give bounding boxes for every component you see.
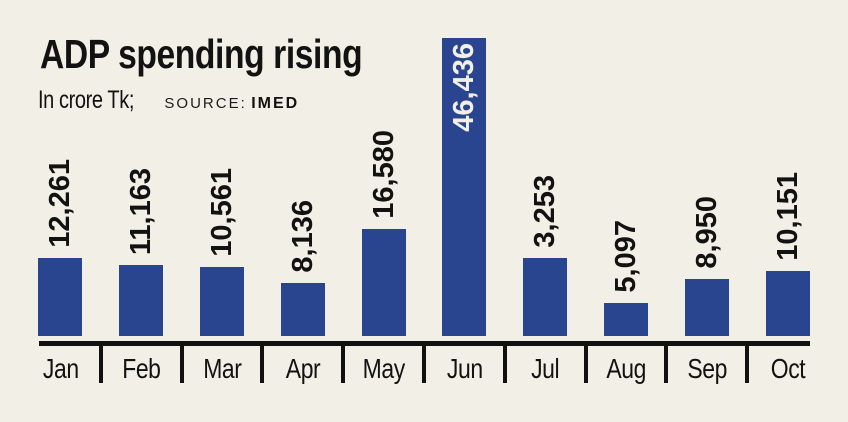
bar-column-jul: 3,253 — [505, 0, 586, 336]
month-label-text: Sep — [686, 353, 727, 384]
bar-may — [361, 229, 406, 336]
month-labels-row: Jan Feb Mar Apr May Jun Jul Aug Sep Oct — [20, 353, 828, 385]
month-label-aug: Aug — [586, 353, 667, 385]
month-label-jun: Jun — [424, 353, 505, 385]
chart-subtitle: In crore Tk; SOURCE: IMED — [38, 86, 299, 115]
month-label-oct: Oct — [747, 353, 828, 385]
bar-jun: 46,436 — [442, 38, 487, 336]
bar-sep — [684, 279, 729, 336]
x-axis-tick — [664, 341, 669, 383]
bars-area: 12,261 11,163 10,561 8,136 16,580 46,436 3,253… — [20, 0, 828, 336]
bar-value-label-oct: 10,151 — [771, 172, 804, 261]
x-axis-tick — [422, 341, 426, 383]
x-axis-tick — [179, 341, 184, 383]
x-axis-tick — [341, 341, 346, 383]
month-label-jul: Jul — [505, 353, 586, 385]
month-label-may: May — [343, 353, 424, 385]
month-label-apr: Apr — [262, 353, 343, 385]
bar-mar — [199, 267, 244, 336]
month-label-text: Apr — [285, 353, 321, 384]
month-label-text: Jan — [42, 353, 79, 384]
month-label-text: Jul — [531, 353, 560, 384]
bar-apr — [280, 283, 325, 336]
month-label-text: Jun — [446, 353, 483, 384]
bar-aug — [603, 303, 648, 336]
x-axis-tick — [745, 341, 750, 383]
month-label-feb: Feb — [101, 353, 182, 385]
bar-value-label-feb: 11,163 — [124, 167, 157, 255]
bar-value-label-jan: 12,261 — [44, 159, 77, 248]
month-label-mar: Mar — [182, 353, 263, 385]
bar-jul — [523, 258, 568, 336]
bar-value-label-sep: 8,950 — [690, 196, 723, 269]
month-label-text: Feb — [122, 353, 161, 384]
bar-value-label-apr: 8,136 — [286, 200, 319, 273]
bar-value-label-jun: 46,436 — [448, 43, 481, 132]
bar-column-aug: 5,097 — [586, 0, 667, 336]
bar-column-sep: 8,950 — [666, 0, 747, 336]
bar-value-label-aug: 5,097 — [609, 220, 642, 293]
chart-title: ADP spending rising — [40, 31, 363, 77]
bar-value-label-mar: 10,561 — [205, 168, 238, 257]
month-label-text: Oct — [770, 353, 805, 384]
month-label-jan: Jan — [20, 353, 101, 385]
x-axis-tick — [583, 341, 588, 383]
bar-column-jun: 46,436 — [424, 0, 505, 336]
source-value: IMED — [251, 95, 300, 112]
bar-chart: 12,261 11,163 10,561 8,136 16,580 46,436 3,253… — [20, 0, 828, 422]
bar-column-apr: 8,136 — [262, 0, 343, 336]
month-label-sep: Sep — [666, 353, 747, 385]
unit-label: In crore Tk; — [38, 86, 134, 114]
bar-column-may: 16,580 — [343, 0, 424, 336]
bar-column-feb: 11,163 — [101, 0, 182, 336]
bar-value-label-jul: 3,253 — [528, 175, 561, 248]
x-axis-tick — [98, 341, 103, 383]
bar-column-jan: 12,261 — [20, 0, 101, 336]
bar-oct — [765, 271, 810, 336]
bar-feb — [119, 265, 164, 336]
month-label-text: Aug — [606, 353, 646, 384]
bar-jan — [38, 258, 83, 336]
bar-column-oct: 10,151 — [747, 0, 828, 336]
month-label-text: Mar — [202, 353, 242, 384]
bar-column-mar: 10,561 — [182, 0, 263, 336]
month-label-text: May — [362, 353, 406, 384]
x-axis-tick — [502, 341, 507, 383]
source-label: SOURCE: — [164, 95, 247, 112]
bar-value-label-may: 16,580 — [367, 130, 400, 219]
x-axis-tick — [260, 341, 265, 383]
